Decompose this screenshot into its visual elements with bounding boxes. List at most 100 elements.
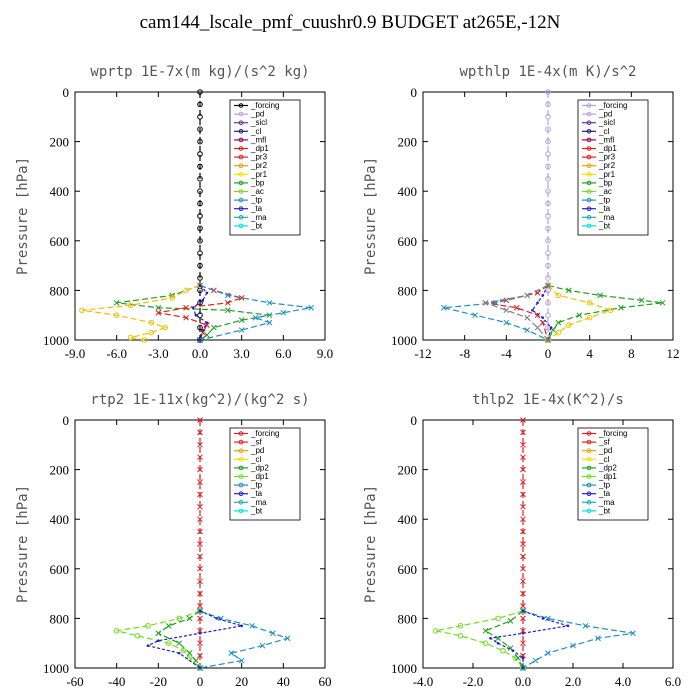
data-point <box>127 302 134 309</box>
data-point <box>630 630 636 637</box>
series-forcing <box>545 89 551 343</box>
legend-label: _bt <box>250 221 263 230</box>
data-point <box>520 491 526 498</box>
x-tick-label: 4.0 <box>615 674 631 689</box>
panel-1: wprtp 1E-7x(m kg)/(s^2 kg) Pressure [hPa]… <box>15 64 333 361</box>
legend-label: _sf <box>250 438 262 447</box>
data-point <box>197 300 203 306</box>
series-dp2 <box>482 608 526 671</box>
main-title: cam144_lscale_pmf_cuushr0.9 BUDGET at265… <box>139 12 561 33</box>
legend-marker <box>238 215 244 220</box>
data-point <box>482 299 489 306</box>
data-point <box>545 337 551 343</box>
legend-marker <box>238 111 244 117</box>
x-tick-label: 0.0 <box>515 674 531 689</box>
data-point <box>472 312 478 319</box>
legend-marker <box>238 197 244 203</box>
data-point <box>566 322 572 328</box>
x-tick-label: -60 <box>66 674 83 689</box>
data-point <box>113 628 120 634</box>
legend-label: _dp1 <box>598 144 617 153</box>
legend-label: _forcing <box>250 101 279 110</box>
y-tick-label: 200 <box>50 135 70 150</box>
legend-label: _pr3 <box>598 153 616 162</box>
legend-marker <box>586 431 592 436</box>
data-point <box>541 294 545 297</box>
data-point <box>545 176 551 182</box>
x-tick-label: -9.0 <box>65 346 86 361</box>
data-point <box>482 640 489 647</box>
data-point <box>515 655 521 661</box>
legend-marker <box>586 215 592 220</box>
data-point <box>197 114 203 120</box>
legend: _forcing_pd_sicl_cl_mfl_dp1_pr3_pr2_pr1_… <box>577 99 649 236</box>
legend-label: _forcing <box>250 429 279 438</box>
legend-label: _forcing <box>598 429 627 438</box>
series-line <box>199 610 290 669</box>
legend-marker <box>586 508 592 514</box>
x-tick-label: 8 <box>628 346 635 361</box>
data-point <box>191 306 195 310</box>
y-tick-label: 1000 <box>43 333 69 348</box>
data-point <box>197 466 203 473</box>
x-tick-label: 0 <box>197 674 204 689</box>
data-point <box>197 417 203 423</box>
data-point <box>308 304 314 311</box>
legend-label: _ma <box>250 213 267 222</box>
series-line <box>547 284 663 341</box>
panel-title: rtp2 1E-11x(kg^2)/(kg^2 s) <box>90 392 309 408</box>
data-point <box>134 632 141 639</box>
legend-marker <box>238 163 244 168</box>
data-point <box>197 213 203 219</box>
y-tick-label: 800 <box>50 611 70 626</box>
data-point <box>597 292 603 299</box>
x-tick-label: -12 <box>414 346 431 361</box>
data-point <box>238 294 245 301</box>
data-point <box>545 188 551 194</box>
x-tick-label: 6.0 <box>665 674 681 689</box>
data-point <box>545 213 551 219</box>
legend-marker <box>238 137 244 143</box>
data-point <box>534 312 541 319</box>
data-point <box>495 615 501 622</box>
data-point <box>238 327 245 333</box>
data-point <box>197 225 203 232</box>
y-tick-label: 400 <box>50 512 70 527</box>
data-point <box>520 503 526 510</box>
x-tick-label: -4 <box>501 346 512 361</box>
data-point <box>204 332 210 338</box>
series-tp <box>520 608 636 671</box>
data-point <box>266 299 273 306</box>
legend-marker <box>238 223 244 229</box>
data-point <box>524 292 531 299</box>
legend-label: _ta <box>598 489 611 498</box>
legend-label: _pr1 <box>250 170 268 179</box>
legend-label: _ac <box>598 187 612 196</box>
data-point <box>440 304 447 311</box>
legend: _forcing_sf_pd_cl_dp2_dp1_tp_ta_ma_bt <box>577 427 649 521</box>
data-point <box>146 644 150 647</box>
y-tick-label: 200 <box>398 135 418 150</box>
series-line <box>146 610 242 669</box>
legend-label: _pr2 <box>250 161 268 170</box>
legend-label: _tp <box>598 481 611 490</box>
data-point <box>198 338 202 342</box>
y-tick-label: 800 <box>50 283 70 298</box>
data-point <box>511 649 515 652</box>
data-point <box>197 565 203 572</box>
data-point <box>197 578 203 585</box>
data-point <box>176 640 183 647</box>
data-point <box>198 284 202 287</box>
x-tick-label: 6.0 <box>275 346 291 361</box>
data-point <box>659 299 666 306</box>
data-point <box>198 609 202 613</box>
series-ta <box>191 284 209 342</box>
data-point <box>215 617 218 620</box>
data-point <box>545 615 551 622</box>
y-tick-label: 400 <box>398 512 418 527</box>
legend-label: _pr3 <box>250 153 268 162</box>
data-point <box>520 541 526 547</box>
y-tick-label: 0 <box>411 413 418 428</box>
data-point <box>169 295 176 301</box>
